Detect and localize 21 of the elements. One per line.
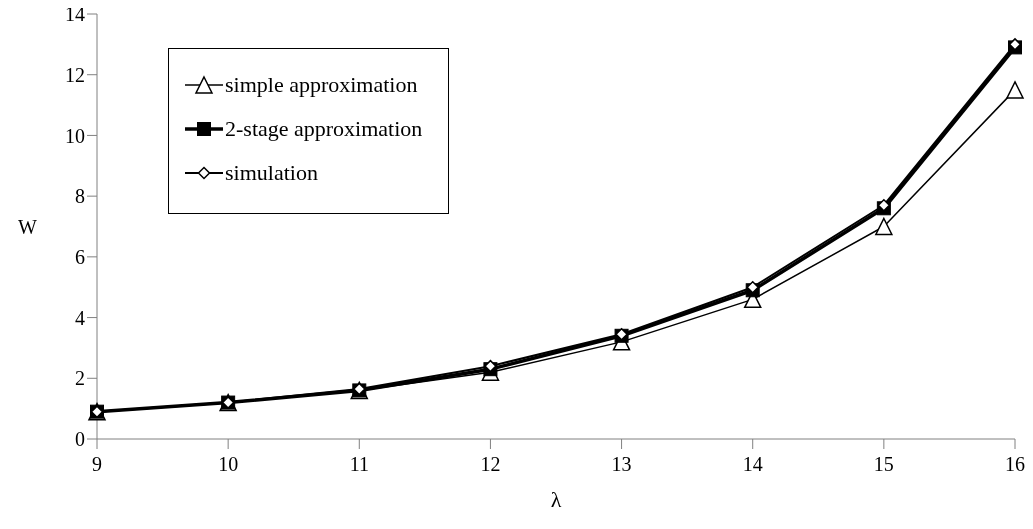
x-axis-title: λ — [550, 487, 562, 512]
x-tick-label: 13 — [611, 453, 632, 476]
x-tick-label: 14 — [742, 453, 763, 476]
y-tick-label: 2 — [75, 367, 85, 390]
legend-label: simple approximation — [225, 72, 418, 98]
y-axis-title: W — [18, 215, 37, 238]
x-tick-label: 12 — [480, 453, 501, 476]
legend-label: simulation — [225, 160, 318, 186]
y-tick-label: 12 — [65, 63, 85, 86]
x-tick-label: 10 — [218, 453, 239, 476]
x-tick-label: 15 — [873, 453, 894, 476]
legend-label: 2-stage approximation — [225, 116, 423, 142]
y-tick-label: 4 — [75, 306, 85, 329]
x-tick-label: 9 — [92, 453, 102, 476]
x-tick-label: 16 — [1005, 453, 1025, 476]
y-tick-label: 14 — [65, 3, 85, 26]
x-tick-label: 11 — [349, 453, 369, 476]
y-tick-label: 10 — [65, 124, 85, 147]
y-tick-label: 0 — [75, 428, 85, 451]
y-tick-label: 8 — [75, 185, 85, 208]
y-tick-label: 6 — [75, 245, 85, 268]
